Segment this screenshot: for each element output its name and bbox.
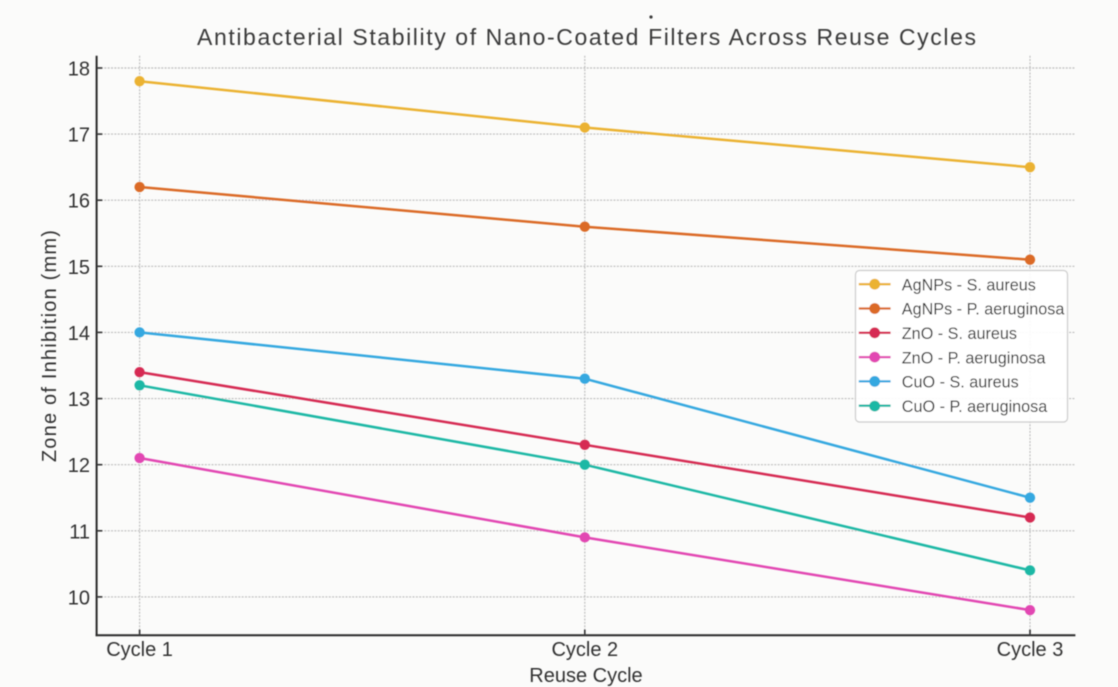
svg-text:Cycle 2: Cycle 2	[551, 639, 618, 661]
svg-text:13: 13	[68, 389, 90, 411]
svg-text:10: 10	[68, 587, 90, 609]
svg-text:11: 11	[69, 521, 90, 543]
svg-text:Antibacterial Stability of Nan: Antibacterial Stability of Nano-Coated F…	[197, 24, 978, 50]
svg-text:AgNPs - P. aeruginosa: AgNPs - P. aeruginosa	[902, 301, 1065, 319]
svg-text:CuO - S. aureus: CuO - S. aureus	[902, 374, 1019, 392]
svg-text:17: 17	[68, 125, 90, 147]
svg-text:18: 18	[68, 59, 90, 81]
svg-text:12: 12	[68, 455, 90, 477]
svg-text:CuO - P. aeruginosa: CuO - P. aeruginosa	[902, 398, 1047, 416]
svg-text:15: 15	[68, 257, 90, 279]
svg-text:Zone of Inhibition (mm): Zone of Inhibition (mm)	[39, 229, 61, 462]
svg-text:Reuse Cycle: Reuse Cycle	[529, 665, 642, 687]
svg-text:Cycle 1: Cycle 1	[106, 639, 173, 661]
svg-text:ZnO - P. aeruginosa: ZnO - P. aeruginosa	[902, 349, 1046, 367]
svg-text:Cycle 3: Cycle 3	[997, 639, 1064, 661]
svg-text:ZnO - S. aureus: ZnO - S. aureus	[902, 325, 1017, 343]
svg-text:16: 16	[68, 191, 90, 213]
svg-text:14: 14	[68, 323, 90, 345]
svg-text:AgNPs - S. aureus: AgNPs - S. aureus	[902, 276, 1036, 294]
